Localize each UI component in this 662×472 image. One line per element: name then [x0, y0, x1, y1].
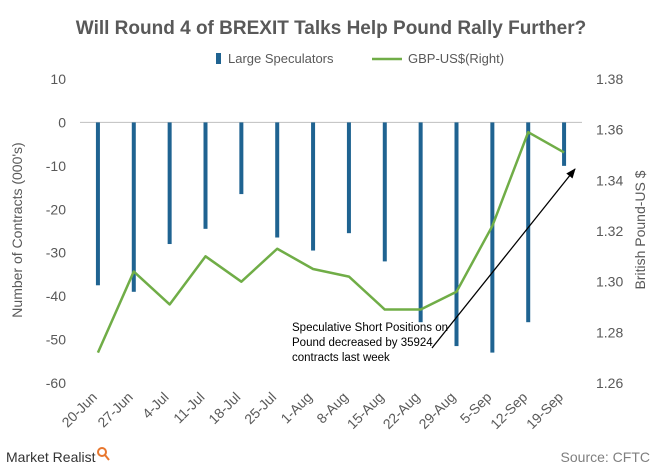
y-left-tick-label: 0: [58, 114, 66, 130]
magnifier-icon: [97, 447, 107, 457]
y-left-tick-label: -60: [46, 375, 66, 391]
bar: [167, 122, 172, 245]
bar: [95, 122, 100, 286]
y-axis-right-label: British Pound-US $: [632, 170, 648, 289]
bar: [311, 122, 316, 251]
y-right-tick-label: 1.38: [596, 71, 623, 87]
legend-swatch-large-speculators: [216, 53, 221, 64]
x-tick-label: 18-Jul: [205, 389, 243, 427]
x-tick-label: 12-Sep: [487, 389, 530, 432]
x-tick-label: 11-Jul: [170, 389, 208, 427]
bar: [131, 122, 136, 292]
bar: [275, 122, 280, 238]
annotation-line-1: Speculative Short Positions on: [292, 322, 448, 334]
legend-label-gbp-usd: GBP-US$(Right): [408, 51, 504, 66]
y-right-tick-label: 1.34: [596, 172, 623, 188]
bar: [526, 122, 531, 323]
bar-series-large-speculators: [95, 122, 567, 353]
line-series-gbp-usd: [96, 130, 565, 354]
bar: [203, 122, 208, 229]
y-left-tick-label: 10: [50, 71, 66, 87]
bar: [346, 122, 351, 234]
bar: [490, 122, 495, 353]
y-left-tick-label: -10: [46, 158, 66, 174]
brand-logo: Market Realist: [6, 447, 110, 465]
x-tick-label: 1-Aug: [277, 389, 315, 427]
brand-name: Market Realist: [6, 449, 96, 465]
y-left-tick-label: -50: [46, 332, 66, 348]
bar: [418, 122, 423, 323]
y-right-tick-label: 1.36: [596, 122, 623, 138]
magnifier-handle: [104, 454, 110, 461]
legend-label-large-speculators: Large Speculators: [228, 51, 334, 66]
x-tick-label: 20-Jun: [58, 389, 100, 431]
y-right-tick-label: 1.26: [596, 375, 623, 391]
legend: Large Speculators GBP-US$(Right): [216, 51, 504, 66]
y-right-tick-label: 1.32: [596, 223, 623, 239]
x-tick-label: 29-Aug: [415, 389, 458, 432]
y-right-tick-label: 1.30: [596, 274, 623, 290]
source-note: Source: CFTC: [561, 449, 650, 465]
annotation-line-3: contracts last week: [292, 352, 390, 364]
y-axis-left: 10 0 -10 -20 -30 -40 -50 -60: [46, 71, 66, 391]
annotation-line-2: Pound decreased by 35924: [292, 337, 433, 349]
bar: [382, 122, 387, 262]
bar: [454, 122, 459, 347]
x-tick-label: 25-Jul: [241, 389, 279, 427]
x-tick-label: 22-Aug: [380, 389, 423, 432]
bar: [562, 122, 567, 166]
x-tick-label: 4-Jul: [139, 389, 172, 422]
x-tick-label: 15-Aug: [344, 389, 387, 432]
series-line: [96, 130, 565, 354]
x-tick-label: 19-Sep: [523, 389, 566, 432]
y-axis-left-label: Number of Contracts (000's): [9, 142, 25, 317]
x-tick-label: 27-Jun: [94, 389, 136, 431]
annotation: Speculative Short Positions on Pound dec…: [292, 168, 576, 364]
y-axis-right: 1.38 1.36 1.34 1.32 1.30 1.28 1.26: [596, 71, 623, 391]
y-right-tick-label: 1.28: [596, 324, 623, 340]
bar: [239, 122, 244, 195]
chart-title: Will Round 4 of BREXIT Talks Help Pound …: [76, 18, 586, 39]
y-left-tick-label: -20: [46, 201, 66, 217]
y-left-tick-label: -30: [46, 245, 66, 261]
y-left-tick-label: -40: [46, 288, 66, 304]
annotation-arrow: [431, 168, 576, 349]
